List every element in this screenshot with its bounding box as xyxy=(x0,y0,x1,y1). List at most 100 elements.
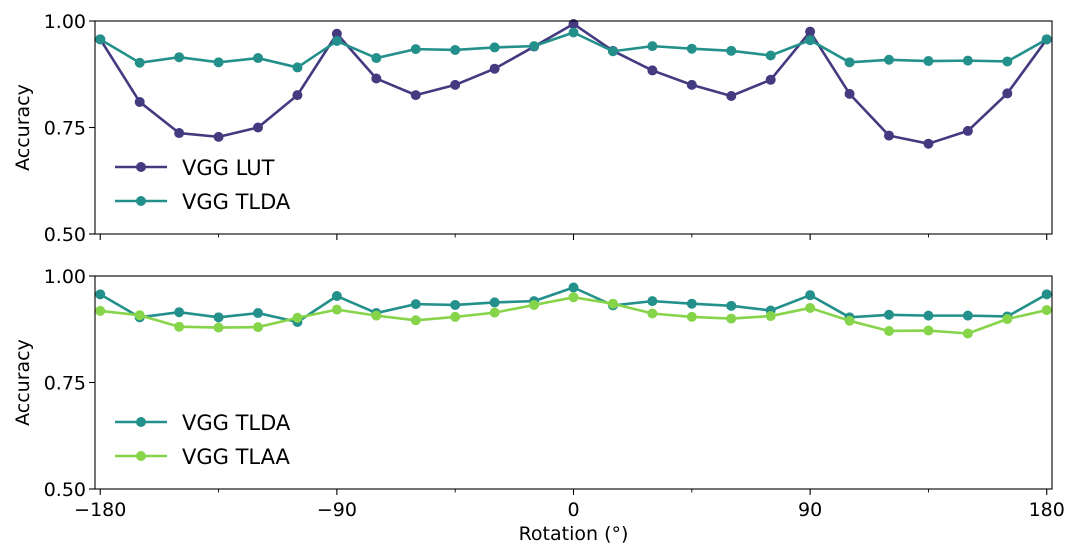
data-point-1-1-15 xyxy=(686,311,697,322)
data-point-1-1-5 xyxy=(292,312,303,323)
data-point-1-1-11 xyxy=(529,299,540,310)
data-point-0-0-7 xyxy=(371,73,382,84)
data-point-1-1-7 xyxy=(371,310,382,321)
data-point-0-1-4 xyxy=(253,53,264,64)
data-point-0-1-5 xyxy=(292,62,303,73)
data-point-1-0-3 xyxy=(213,312,224,323)
xtick-label-1-3: 90 xyxy=(798,499,822,521)
legend-marker-1-0 xyxy=(136,417,146,427)
data-point-1-0-6 xyxy=(331,291,342,302)
data-point-1-1-13 xyxy=(607,298,618,309)
data-point-0-0-23 xyxy=(1002,88,1013,99)
data-point-0-0-9 xyxy=(450,79,461,90)
legend-marker-1-1 xyxy=(136,451,146,461)
data-point-0-0-17 xyxy=(765,74,776,85)
data-point-1-1-2 xyxy=(174,321,185,332)
data-point-1-0-24 xyxy=(1041,289,1052,300)
data-point-1-0-12 xyxy=(568,282,579,293)
data-point-1-1-24 xyxy=(1041,305,1052,316)
data-point-0-0-8 xyxy=(410,90,421,101)
data-point-1-0-18 xyxy=(805,290,816,301)
legend-label-1-1: VGG TLAA xyxy=(182,445,291,469)
data-point-0-0-14 xyxy=(647,65,658,76)
data-point-1-1-0 xyxy=(95,305,106,316)
xlabel-1: Rotation (°) xyxy=(519,523,629,544)
data-point-1-0-0 xyxy=(95,289,106,300)
data-point-0-1-22 xyxy=(962,55,973,66)
data-point-0-0-18 xyxy=(805,26,816,37)
ytick-label-1-0: 0.50 xyxy=(44,479,86,501)
ytick-label-0-2: 1.00 xyxy=(44,11,86,33)
data-point-0-1-6 xyxy=(331,36,342,47)
data-point-1-1-20 xyxy=(883,325,894,336)
data-point-0-0-3 xyxy=(213,131,224,142)
legend-marker-0-0 xyxy=(136,162,146,172)
data-point-1-1-21 xyxy=(923,325,934,336)
data-point-1-0-16 xyxy=(726,300,737,311)
legend-label-1-0: VGG TLDA xyxy=(182,411,291,435)
data-point-1-1-9 xyxy=(450,311,461,322)
data-point-1-0-4 xyxy=(253,308,264,319)
data-point-1-1-18 xyxy=(805,302,816,313)
data-point-0-1-11 xyxy=(529,41,540,52)
data-point-1-0-20 xyxy=(883,309,894,320)
data-point-0-1-8 xyxy=(410,44,421,55)
data-point-1-1-17 xyxy=(765,311,776,322)
data-point-0-1-10 xyxy=(489,42,500,53)
data-point-0-1-2 xyxy=(174,52,185,63)
ytick-label-1-2: 1.00 xyxy=(44,266,86,288)
data-point-1-0-21 xyxy=(923,310,934,321)
legend-marker-0-1 xyxy=(136,196,146,206)
series-line-0-1 xyxy=(98,31,1049,69)
data-point-0-1-9 xyxy=(450,44,461,55)
data-point-0-1-24 xyxy=(1041,34,1052,45)
data-point-0-1-18 xyxy=(805,35,816,46)
data-point-0-1-15 xyxy=(686,43,697,54)
legend-label-0-1: VGG TLDA xyxy=(182,190,291,214)
data-point-0-1-13 xyxy=(607,46,618,57)
data-point-1-0-15 xyxy=(686,298,697,309)
ylabel-0: Accuracy xyxy=(12,84,34,171)
data-point-1-1-14 xyxy=(647,308,658,319)
data-point-0-1-7 xyxy=(371,53,382,64)
data-point-0-0-16 xyxy=(726,90,737,101)
data-point-0-1-12 xyxy=(568,27,579,38)
data-point-1-0-10 xyxy=(489,297,500,308)
data-point-1-1-10 xyxy=(489,307,500,318)
ytick-label-0-0: 0.50 xyxy=(44,224,86,246)
data-point-0-0-2 xyxy=(174,128,185,139)
ytick-label-0-1: 0.75 xyxy=(44,118,86,140)
series-line-0-0 xyxy=(98,22,1049,145)
data-point-0-1-3 xyxy=(213,57,224,68)
data-point-0-0-19 xyxy=(844,88,855,99)
data-point-1-1-22 xyxy=(962,328,973,339)
data-point-1-1-12 xyxy=(568,292,579,303)
data-point-0-1-21 xyxy=(923,56,934,67)
data-point-1-1-16 xyxy=(726,313,737,324)
data-point-0-0-10 xyxy=(489,63,500,74)
data-point-0-1-17 xyxy=(765,50,776,61)
data-point-1-0-2 xyxy=(174,307,185,318)
data-point-1-1-23 xyxy=(1002,314,1013,325)
data-point-0-0-21 xyxy=(923,138,934,149)
xtick-label-1-0: −180 xyxy=(74,499,126,521)
data-point-1-0-14 xyxy=(647,296,658,307)
data-point-0-0-15 xyxy=(686,79,697,90)
data-point-0-1-1 xyxy=(134,57,145,68)
data-point-0-1-0 xyxy=(95,34,106,45)
data-point-1-1-8 xyxy=(410,315,421,326)
xtick-label-1-2: 0 xyxy=(567,499,579,521)
ytick-label-1-1: 0.75 xyxy=(44,373,86,395)
data-point-1-1-6 xyxy=(331,304,342,315)
data-point-0-1-16 xyxy=(726,45,737,56)
data-point-1-1-19 xyxy=(844,315,855,326)
data-point-1-1-1 xyxy=(134,310,145,321)
data-point-0-0-20 xyxy=(883,130,894,141)
data-point-1-1-4 xyxy=(253,322,264,333)
data-point-1-0-9 xyxy=(450,299,461,310)
data-point-0-0-5 xyxy=(292,90,303,101)
data-point-1-1-3 xyxy=(213,322,224,333)
data-point-0-0-6 xyxy=(331,28,342,39)
data-point-1-0-8 xyxy=(410,299,421,310)
